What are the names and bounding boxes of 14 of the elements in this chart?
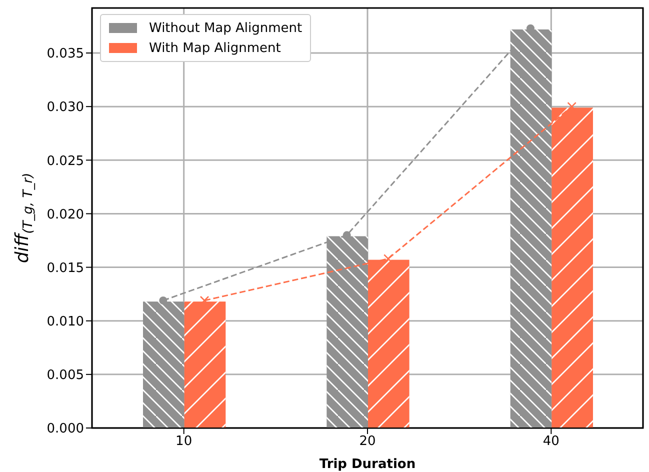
x-tick-label: 20 <box>359 434 376 450</box>
x-tick-label: 40 <box>542 434 560 450</box>
y-tick-label: 0.005 <box>46 368 84 384</box>
y-tick-label: 0.035 <box>46 46 84 62</box>
y-tick-label: 0.025 <box>46 154 84 169</box>
y-tick-label: 0.000 <box>46 422 84 437</box>
y-tick-label: 0.030 <box>46 100 84 116</box>
x-axis-title: Trip Duration <box>319 457 416 472</box>
y-tick-label: 0.015 <box>46 260 84 276</box>
x-tick-label: 10 <box>176 434 192 450</box>
y-tick-label: 0.020 <box>46 207 84 222</box>
legend-label: Without Map Alignment <box>149 20 302 36</box>
y-tick-label: 0.010 <box>46 314 84 330</box>
legend-label: With Map Alignment <box>149 40 281 56</box>
